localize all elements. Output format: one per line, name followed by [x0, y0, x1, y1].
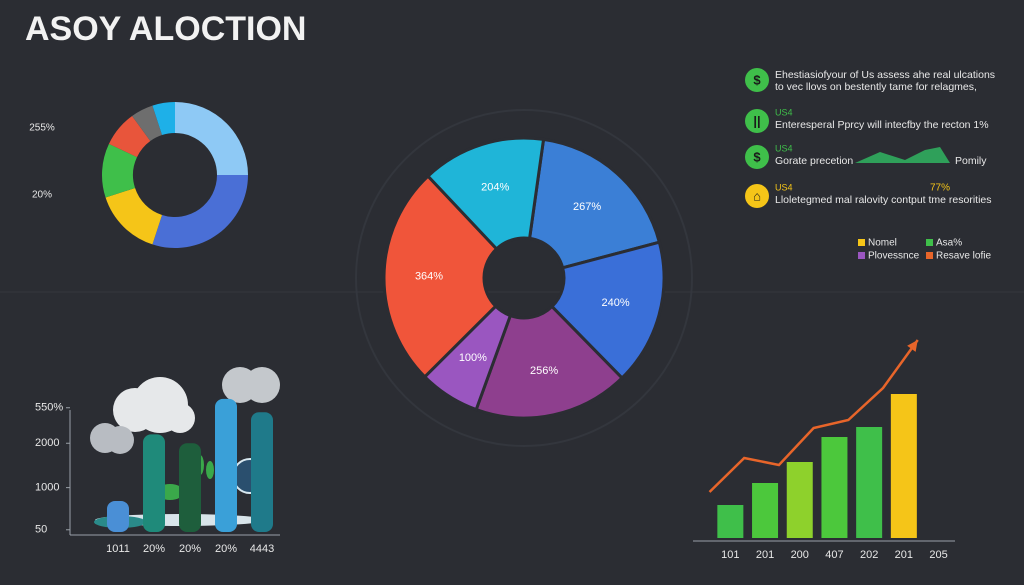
icon-glyph: $: [753, 149, 761, 164]
legend-label: Resave lofie: [936, 251, 991, 262]
bar: [821, 437, 848, 538]
item-value: 77%: [930, 183, 950, 194]
pie-segment: [108, 115, 151, 158]
bar: [215, 398, 237, 532]
x-tick-label: 20%: [179, 543, 201, 555]
halo: [355, 109, 693, 447]
bar: [143, 434, 165, 532]
segment-label: 364%: [415, 270, 443, 282]
item-tag: US4: [775, 182, 793, 192]
x-tick-label: 1011: [106, 543, 130, 555]
x-tick-label: 201: [895, 549, 913, 561]
segment-label: 240%: [602, 297, 630, 309]
item-text: Gorate precetion: [775, 155, 853, 167]
icon: [745, 145, 769, 169]
legend-label: Plovessnce: [868, 251, 920, 262]
segment-label: 256%: [530, 365, 558, 377]
x-tick-label: 4443: [250, 543, 274, 555]
pie-segment: [474, 304, 625, 420]
bar: [107, 500, 129, 532]
x-tick-label: 20%: [215, 543, 237, 555]
x-tick-label: 202: [860, 549, 878, 561]
segment-label: 267%: [573, 201, 601, 213]
pie-segment: [101, 143, 137, 198]
legend-swatch: [926, 252, 933, 259]
bar: [752, 483, 779, 538]
x-tick-label: 407: [825, 549, 843, 561]
bar: [179, 443, 201, 532]
item-side: Pomily: [955, 155, 987, 167]
title: ASOY ALOCTION: [25, 10, 306, 48]
item-tag: US4: [775, 107, 793, 117]
segment-label: 204%: [481, 181, 509, 193]
legend-swatch: [926, 239, 933, 246]
x-tick-label: 205: [929, 549, 947, 561]
trend-arrow: [907, 340, 918, 352]
pie-segment: [132, 105, 163, 142]
bar: [786, 462, 813, 538]
segment-label: 100%: [459, 352, 487, 364]
y-tick-label: 1000: [35, 482, 59, 494]
legend-swatch: [858, 239, 865, 246]
bar: [890, 394, 917, 538]
icon-glyph: $: [753, 72, 761, 87]
pie-segment: [425, 136, 546, 252]
y-tick-label: 550%: [35, 402, 63, 414]
x-tick-label: 20%: [143, 543, 165, 555]
pie-segment: [175, 102, 248, 175]
item-tag: US4: [775, 143, 793, 153]
icon-glyph: ||: [753, 113, 760, 128]
pie-segment: [152, 102, 175, 136]
icon: [745, 184, 769, 208]
icon-glyph: ⌂: [753, 188, 761, 203]
sparkline: [855, 147, 950, 163]
y-tick-label: 2000: [35, 437, 59, 449]
item-text: to vec llovs on bestently tame for relag…: [775, 81, 977, 93]
pie-segment: [549, 240, 666, 381]
annotation: 20%: [32, 190, 52, 201]
legend-swatch: [858, 252, 865, 259]
trend-line: [708, 339, 919, 493]
legend-label: Asa%: [936, 238, 962, 249]
pie-segment: [527, 137, 662, 270]
pie-segment: [152, 175, 248, 248]
y-tick-label: 50: [35, 524, 47, 536]
bar: [251, 412, 273, 532]
legend-label: Nomel: [868, 238, 897, 249]
item-text: Ehestiasiofyour of Us assess ahe real ul…: [775, 69, 995, 81]
item-text: Lloletegmed mal ralovity contput tme res…: [775, 194, 992, 206]
x-tick-label: 201: [756, 549, 774, 561]
item-text: Enteresperal Pprcy will intecfby the rec…: [775, 119, 989, 131]
clouds: [90, 367, 280, 454]
pie-segment: [382, 173, 499, 379]
annotation: 255%: [29, 123, 55, 134]
bar: [717, 505, 744, 538]
x-tick-label: 200: [791, 549, 809, 561]
x-tick-label: 101: [721, 549, 739, 561]
icon: [745, 68, 769, 92]
icon: [745, 109, 769, 133]
bar: [856, 427, 883, 538]
pie-segment: [105, 187, 163, 245]
